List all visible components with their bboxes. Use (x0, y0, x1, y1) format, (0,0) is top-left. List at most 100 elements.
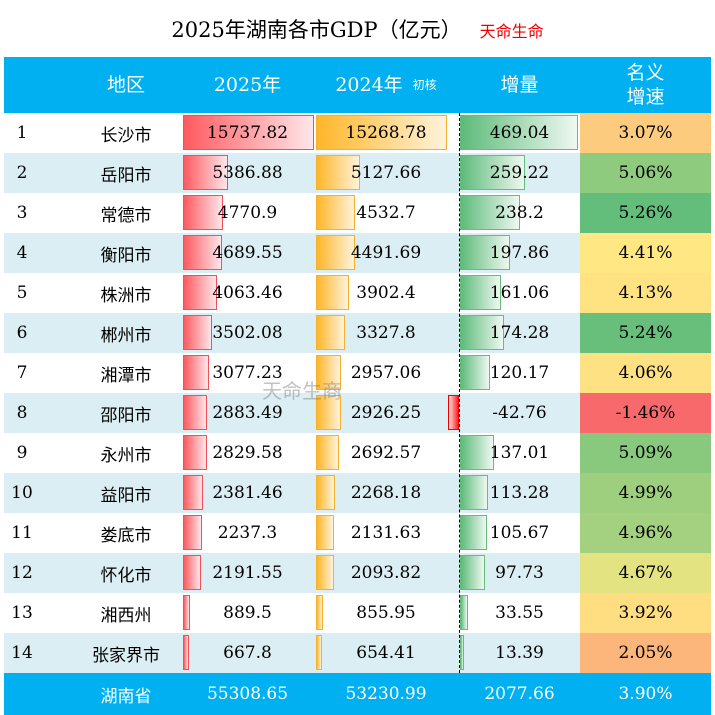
growth-value: 97.73 (495, 563, 544, 583)
table-row: 2 岳阳市 5386.88 5127.66 259.22 5.06% (4, 153, 711, 193)
growth-value: 469.04 (489, 123, 550, 143)
growth-axis-divider (459, 113, 460, 673)
rank: 4 (16, 243, 28, 263)
bar-growth (460, 515, 487, 550)
region-name: 衡阳市 (100, 245, 152, 266)
value-2024: 2093.82 (350, 563, 422, 583)
bar-2024 (316, 315, 345, 350)
bar-growth (460, 355, 491, 390)
bar-2024 (316, 235, 355, 270)
value-2025: 889.5 (223, 603, 272, 623)
growth-value: 113.28 (489, 483, 550, 503)
region-name: 娄底市 (100, 525, 152, 546)
growth-rate: 4.06% (580, 353, 711, 393)
table-row: 3 常德市 4770.9 4532.7 238.2 5.26% (4, 193, 711, 233)
table-row: 10 益阳市 2381.46 2268.18 113.28 4.99% (4, 473, 711, 513)
value-2024: 3902.4 (356, 283, 416, 303)
bar-2025 (183, 475, 203, 510)
growth-rate: 2.05% (580, 633, 711, 673)
total-growth: 2077.66 (484, 684, 555, 704)
bar-growth (460, 235, 510, 270)
rank: 7 (16, 363, 28, 383)
value-2025: 2883.49 (212, 403, 283, 423)
region-name: 益阳市 (100, 485, 152, 506)
bar-growth (460, 595, 469, 630)
value-2025: 15737.82 (206, 123, 289, 143)
growth-value: 137.01 (489, 443, 550, 463)
bar-2024 (316, 635, 322, 670)
header-rate-line1: 名义 (626, 62, 665, 84)
value-2024: 15268.78 (345, 123, 427, 143)
rank: 9 (16, 443, 28, 463)
bar-2025 (183, 435, 207, 470)
bar-2024 (316, 355, 342, 390)
growth-rate: 5.09% (580, 433, 711, 473)
brand-label: 天命生命 (479, 22, 544, 41)
table-row: 14 张家界市 667.8 654.41 13.39 2.05% (4, 633, 711, 673)
rank: 5 (16, 283, 28, 303)
growth-rate: 3.07% (580, 113, 711, 153)
bar-2025 (183, 315, 213, 350)
bar-2024 (316, 115, 447, 150)
header-growth: 增量 (500, 74, 539, 96)
bar-growth-negative (448, 395, 459, 430)
region-name: 郴州市 (100, 325, 152, 346)
table-row: 9 永州市 2829.58 2692.57 137.01 5.09% (4, 433, 711, 473)
value-2024: 3327.8 (356, 323, 416, 343)
region-name: 邵阳市 (100, 405, 152, 426)
bar-2024 (316, 555, 334, 590)
growth-value: 33.55 (495, 603, 544, 623)
bar-2025 (183, 395, 207, 430)
growth-value: 238.2 (495, 203, 544, 223)
region-name: 株洲市 (100, 285, 152, 306)
growth-rate: 5.26% (580, 193, 711, 233)
table-row: 8 邵阳市 2883.49 2926.25 -42.76 -1.46% (4, 393, 711, 433)
bar-growth (460, 275, 501, 310)
rank: 6 (16, 323, 28, 343)
value-2025: 4689.55 (212, 243, 283, 263)
value-2024: 4491.69 (350, 243, 422, 263)
bar-2024 (316, 155, 360, 190)
growth-rate: 4.67% (580, 553, 711, 593)
bar-2025 (183, 115, 314, 150)
value-2025: 2829.58 (212, 443, 283, 463)
growth-value: 13.39 (495, 643, 544, 663)
bar-2025 (183, 515, 202, 550)
growth-value: 120.17 (489, 363, 550, 383)
header-2024-label: 2024年 (335, 74, 403, 96)
bar-2025 (183, 635, 189, 670)
table-row: 13 湘西州 889.5 855.95 33.55 3.92% (4, 593, 711, 633)
table-row: 6 郴州市 3502.08 3327.8 174.28 5.24% (4, 313, 711, 353)
value-2024: 2692.57 (350, 443, 422, 463)
growth-rate: 5.24% (580, 313, 711, 353)
header-2024-note: 初核 (412, 78, 437, 92)
table-row: 5 株洲市 4063.46 3902.4 161.06 4.13% (4, 273, 711, 313)
region-name: 怀化市 (100, 565, 152, 586)
growth-value: 105.67 (489, 523, 550, 543)
growth-rate: 3.92% (580, 593, 711, 633)
bar-2024 (316, 395, 342, 430)
table-row: 7 湘潭市 3077.23 2957.06 120.17 4.06% (4, 353, 711, 393)
rank: 1 (16, 123, 28, 143)
header-rate: 名义 增速 (580, 57, 711, 113)
bar-2024 (316, 435, 340, 470)
growth-value: 197.86 (489, 243, 550, 263)
value-2024: 2131.63 (350, 523, 422, 543)
value-2025: 3502.08 (212, 323, 283, 343)
value-2025: 667.8 (223, 643, 272, 663)
bar-2025 (183, 555, 202, 590)
bar-growth (460, 475, 489, 510)
table-row: 12 怀化市 2191.55 2093.82 97.73 4.67% (4, 553, 711, 593)
growth-rate: -1.46% (580, 393, 711, 433)
total-name: 湖南省 (100, 686, 152, 707)
watermark: 天命生商 (262, 379, 342, 403)
rank: 12 (11, 563, 33, 583)
rank: 13 (11, 603, 33, 623)
header-2024: 2024年 初核 (313, 57, 459, 113)
region-name: 长沙市 (100, 125, 152, 146)
header-2025: 2025年 (213, 74, 282, 96)
title-text: 2025年湖南各市GDP（亿元） (171, 18, 462, 42)
value-2024: 2957.06 (350, 363, 422, 383)
bar-2025 (183, 595, 191, 630)
bar-growth (460, 315, 504, 350)
